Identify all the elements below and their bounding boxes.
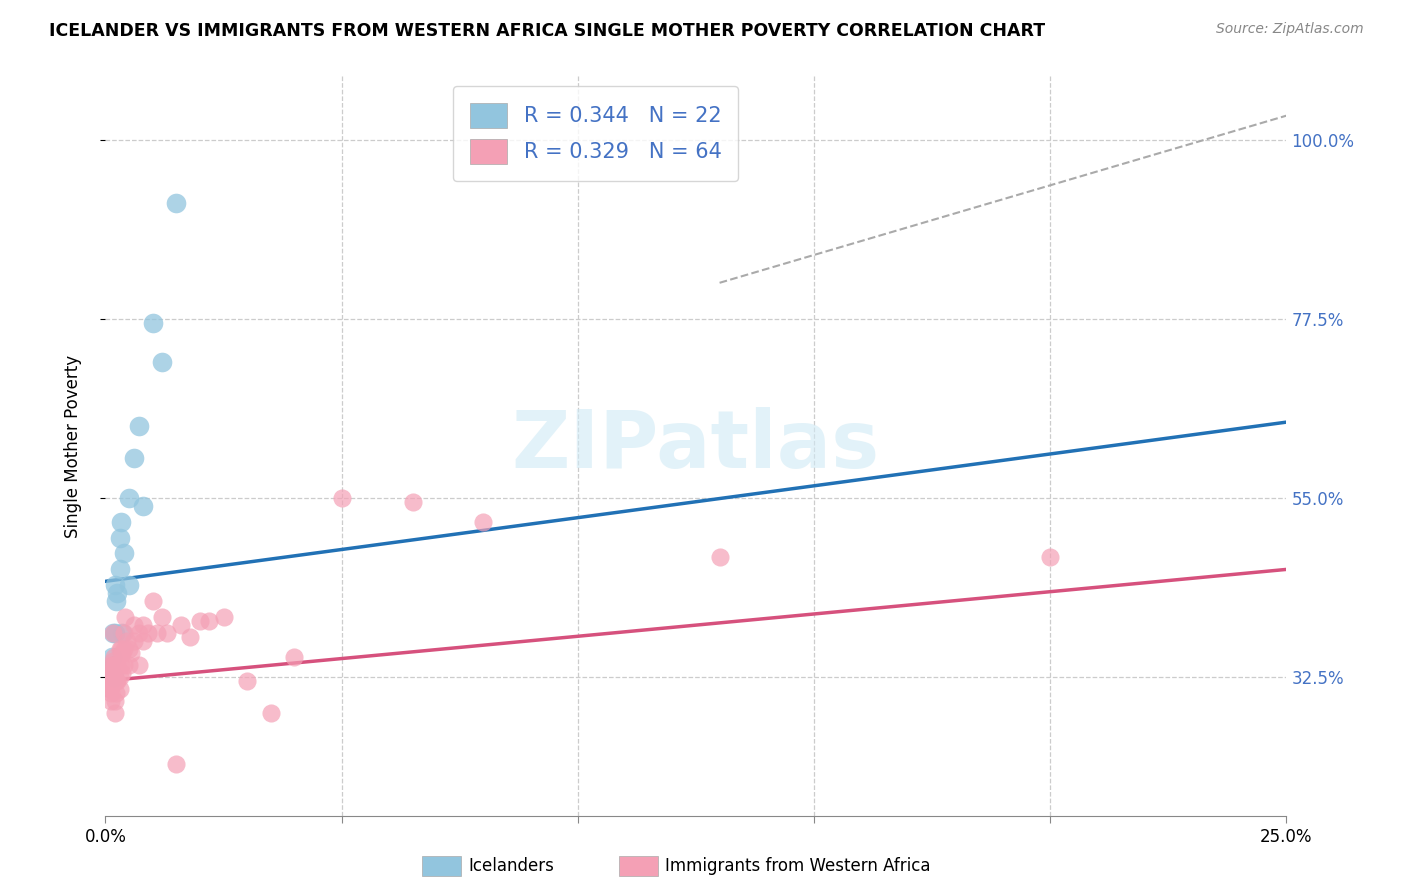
- Point: [98, 665, 121, 680]
- Point: [100, 694, 122, 708]
- Point: [198, 614, 221, 628]
- Point: [98, 681, 121, 696]
- Point: [111, 626, 134, 640]
- Point: [132, 499, 155, 513]
- Point: [103, 650, 125, 665]
- Point: [98, 673, 121, 688]
- Point: [283, 650, 305, 665]
- Point: [212, 610, 235, 624]
- Point: [118, 657, 141, 672]
- Point: [142, 594, 165, 608]
- Point: [114, 610, 136, 624]
- Point: [97, 673, 120, 688]
- Point: [132, 634, 155, 648]
- Point: [150, 355, 173, 369]
- Point: [104, 578, 127, 592]
- Point: [330, 491, 353, 505]
- Point: [136, 626, 159, 640]
- Point: [709, 550, 731, 565]
- Text: ZIPatlas: ZIPatlas: [512, 407, 880, 485]
- Point: [101, 626, 124, 640]
- Point: [165, 757, 187, 772]
- Point: [150, 610, 173, 624]
- Point: [108, 562, 131, 576]
- Point: [104, 594, 127, 608]
- Point: [110, 642, 132, 657]
- Point: [112, 642, 135, 657]
- Point: [236, 673, 259, 688]
- Point: [170, 618, 193, 632]
- Point: [128, 626, 150, 640]
- Point: [98, 681, 121, 696]
- Text: ICELANDER VS IMMIGRANTS FROM WESTERN AFRICA SINGLE MOTHER POVERTY CORRELATION CH: ICELANDER VS IMMIGRANTS FROM WESTERN AFR…: [49, 22, 1045, 40]
- Point: [142, 316, 165, 330]
- Point: [105, 657, 128, 672]
- Point: [105, 586, 128, 600]
- Point: [122, 450, 145, 465]
- Point: [188, 614, 211, 628]
- Point: [112, 657, 135, 672]
- Point: [108, 531, 131, 545]
- Point: [104, 673, 127, 688]
- Point: [100, 657, 122, 672]
- Y-axis label: Single Mother Poverty: Single Mother Poverty: [63, 354, 82, 538]
- Point: [104, 673, 127, 688]
- Point: [110, 515, 132, 529]
- Point: [108, 681, 131, 696]
- Point: [179, 630, 201, 644]
- Point: [104, 657, 127, 672]
- Point: [103, 657, 125, 672]
- Point: [101, 626, 124, 640]
- Point: [104, 686, 127, 700]
- Text: Source: ZipAtlas.com: Source: ZipAtlas.com: [1216, 22, 1364, 37]
- Point: [100, 650, 122, 665]
- Point: [1039, 550, 1062, 565]
- Point: [122, 618, 145, 632]
- Point: [98, 678, 121, 692]
- Point: [112, 626, 135, 640]
- Point: [108, 670, 131, 684]
- Point: [110, 657, 132, 672]
- Point: [98, 665, 121, 680]
- Point: [104, 706, 127, 720]
- Point: [120, 646, 142, 660]
- Point: [146, 626, 169, 640]
- Point: [112, 546, 135, 560]
- Point: [101, 654, 124, 668]
- Point: [104, 626, 127, 640]
- Point: [401, 494, 423, 508]
- Point: [103, 670, 125, 684]
- Point: [132, 618, 155, 632]
- Point: [260, 706, 283, 720]
- Point: [98, 662, 121, 676]
- Point: [111, 646, 134, 660]
- Point: [101, 665, 124, 680]
- Point: [108, 642, 131, 657]
- Point: [128, 657, 150, 672]
- Point: [105, 673, 128, 688]
- Point: [128, 419, 150, 434]
- Point: [118, 642, 141, 657]
- Point: [118, 578, 141, 592]
- Point: [96, 665, 118, 680]
- Point: [115, 634, 138, 648]
- Point: [472, 515, 495, 529]
- Text: Immigrants from Western Africa: Immigrants from Western Africa: [665, 857, 931, 875]
- Point: [165, 196, 187, 211]
- Point: [97, 670, 120, 684]
- Point: [111, 665, 134, 680]
- Point: [156, 626, 179, 640]
- Text: Icelanders: Icelanders: [468, 857, 554, 875]
- Point: [104, 694, 127, 708]
- Point: [100, 686, 122, 700]
- Legend: R = 0.344   N = 22, R = 0.329   N = 64: R = 0.344 N = 22, R = 0.329 N = 64: [453, 87, 738, 181]
- Point: [118, 491, 141, 505]
- Point: [122, 634, 145, 648]
